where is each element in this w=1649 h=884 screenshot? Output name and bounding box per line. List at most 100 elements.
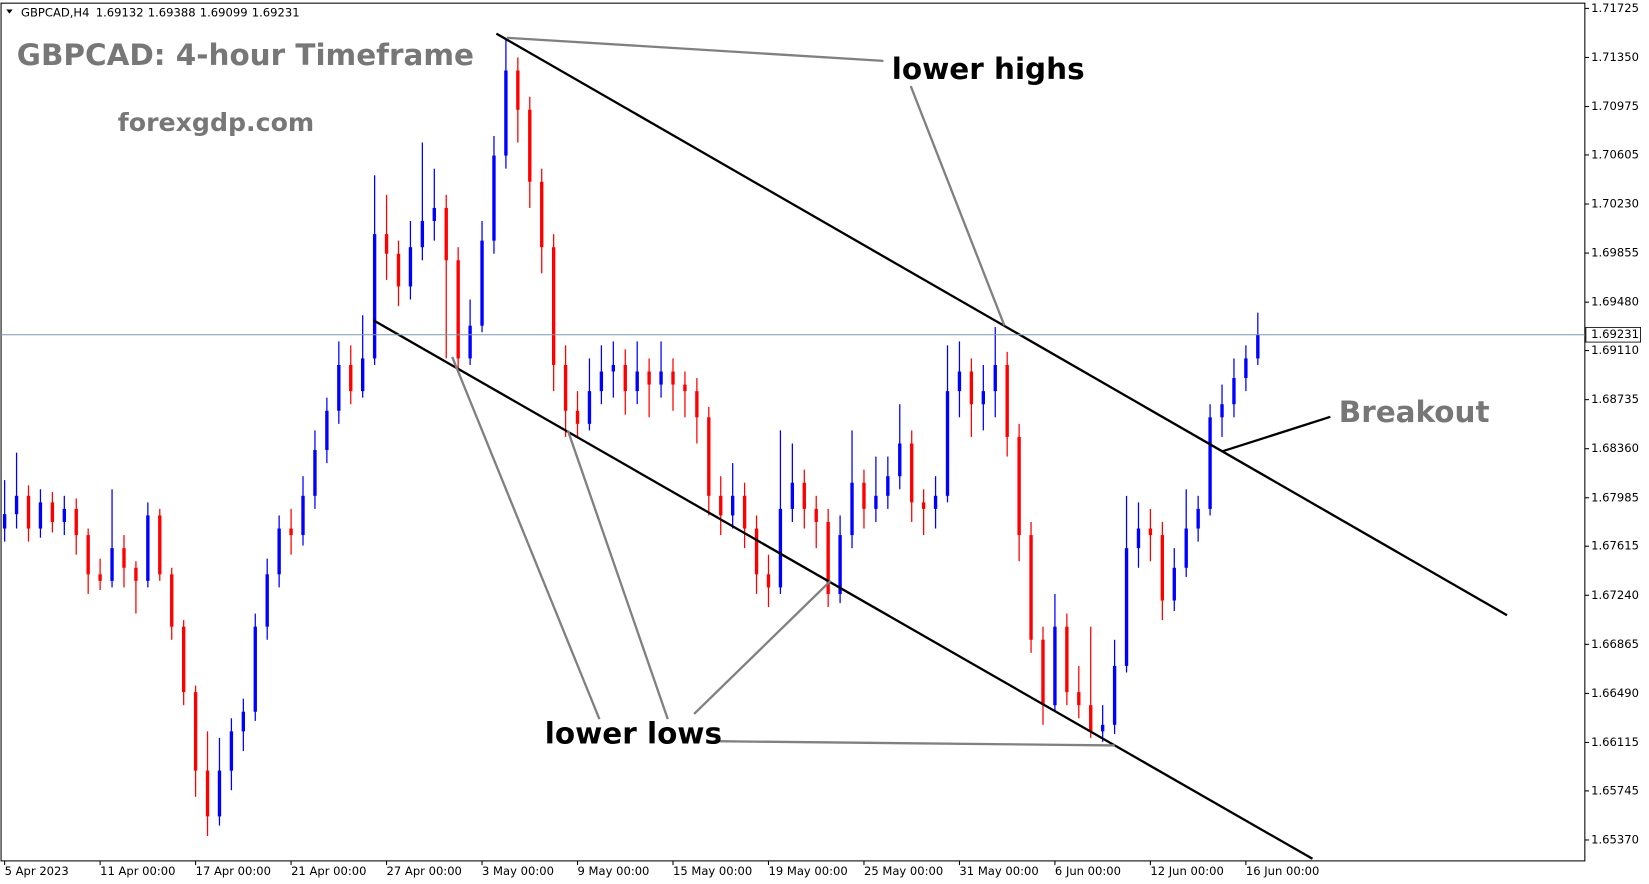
y-tick-label: 1.71350	[1591, 50, 1639, 64]
candle-body	[850, 482, 854, 536]
x-tick-label: 6 Jun 00:00	[1055, 864, 1121, 878]
x-tick-label: 21 Apr 00:00	[291, 864, 366, 878]
candle-body	[921, 502, 926, 509]
candle-body	[444, 207, 448, 261]
pointer	[715, 740, 1115, 747]
candle-body	[766, 574, 771, 588]
candle-body	[277, 528, 281, 575]
candle-body	[575, 410, 580, 424]
candle-body	[205, 770, 210, 817]
header-high: 1.69388	[148, 5, 196, 19]
candle-body	[826, 521, 830, 594]
candle-body	[241, 711, 246, 732]
candle-body	[993, 364, 997, 392]
candle-body	[504, 70, 508, 156]
upper-trendline	[495, 32, 1508, 617]
candle-body	[611, 364, 616, 372]
candle-body	[229, 731, 234, 771]
candle-body	[313, 450, 317, 496]
candle-body	[1112, 665, 1117, 725]
candle-body	[289, 528, 293, 536]
y-tick-label: 1.65370	[1591, 832, 1639, 846]
candle-body	[193, 692, 198, 771]
candle-body	[50, 502, 55, 522]
candle-body	[62, 508, 66, 522]
annotation: Breakout	[1339, 395, 1490, 429]
header-arrow	[6, 9, 13, 14]
header-open: 1.69132	[96, 5, 144, 19]
candle-body	[420, 221, 425, 248]
candle-body	[337, 364, 341, 411]
candle-body	[1124, 548, 1129, 666]
candle-body	[26, 495, 31, 529]
candle-body	[790, 482, 795, 509]
x-tick-label: 19 May 00:00	[768, 864, 847, 878]
candle-body	[1208, 417, 1212, 509]
candle-body	[730, 495, 735, 516]
candle-body	[1160, 535, 1165, 601]
pointer	[693, 579, 832, 715]
annotation: lower highs	[892, 52, 1085, 86]
candle-body	[707, 417, 711, 496]
candle-body	[957, 371, 962, 392]
candle-body	[158, 515, 162, 575]
candle-body	[110, 548, 114, 581]
candle-body	[14, 495, 19, 515]
plot-frame	[0, 2, 1586, 862]
y-tick-label: 1.66490	[1591, 686, 1639, 700]
candle-body	[349, 364, 353, 392]
symbol: GBPCAD,H4	[21, 5, 89, 19]
y-tick-label: 1.67240	[1591, 588, 1639, 602]
candle-body	[265, 574, 269, 627]
candle-body	[217, 770, 222, 817]
x-tick-label: 27 Apr 00:00	[387, 864, 462, 878]
y-tick-label: 1.70230	[1591, 197, 1639, 211]
y-tick-label: 1.69855	[1591, 246, 1639, 260]
candle-body	[372, 234, 377, 359]
lower-trendline	[372, 319, 1314, 860]
candle-body	[802, 482, 806, 509]
candle-body	[862, 482, 866, 509]
candle-body	[886, 476, 890, 496]
candle-body	[551, 247, 556, 365]
y-tick-label: 1.70605	[1591, 147, 1639, 161]
candle-body	[1148, 528, 1153, 536]
candle-body	[1184, 528, 1188, 568]
y-tick-label: 1.66865	[1591, 637, 1639, 651]
x-tick-label: 3 May 00:00	[482, 864, 554, 878]
candle-body	[838, 535, 842, 594]
candle-body	[146, 515, 150, 581]
y-tick-label: 1.66115	[1591, 735, 1639, 749]
candle-body	[408, 247, 413, 287]
candle-body	[1077, 692, 1081, 706]
candle-body	[2, 514, 7, 529]
marks	[2, 39, 1260, 837]
breakout-pointer	[1221, 415, 1331, 453]
candle-body	[563, 364, 568, 411]
y-tick-label: 1.67615	[1591, 539, 1639, 553]
pointer	[506, 36, 884, 63]
pointer	[451, 356, 601, 720]
annotation: lower lows	[545, 716, 722, 750]
candle-body	[1089, 705, 1093, 732]
candle-body	[742, 495, 747, 529]
candle-body	[38, 502, 43, 529]
x-tick-label: 5 Apr 2023	[5, 864, 69, 878]
y-tick-label: 1.68360	[1591, 441, 1639, 455]
candle-body	[134, 567, 138, 581]
candle-body	[874, 495, 878, 509]
pointers	[451, 36, 1115, 747]
x-tick-label: 12 Jun 00:00	[1150, 864, 1223, 878]
y-tick-label: 1.67985	[1591, 490, 1639, 504]
candle-body	[384, 234, 389, 254]
y-tick-label: 1.69110	[1591, 343, 1639, 357]
y-tick-label: 1.70975	[1591, 99, 1639, 113]
x-tick-label: 16 Jun 00:00	[1246, 864, 1319, 878]
subtitle: forexgdp.com	[118, 108, 314, 137]
candle-body	[253, 626, 257, 712]
candle-body	[814, 508, 818, 522]
y-tick-label: 1.65745	[1591, 783, 1639, 797]
candle-body	[1244, 358, 1248, 379]
candle-body	[1172, 567, 1176, 601]
header-low: 1.69099	[200, 5, 248, 19]
